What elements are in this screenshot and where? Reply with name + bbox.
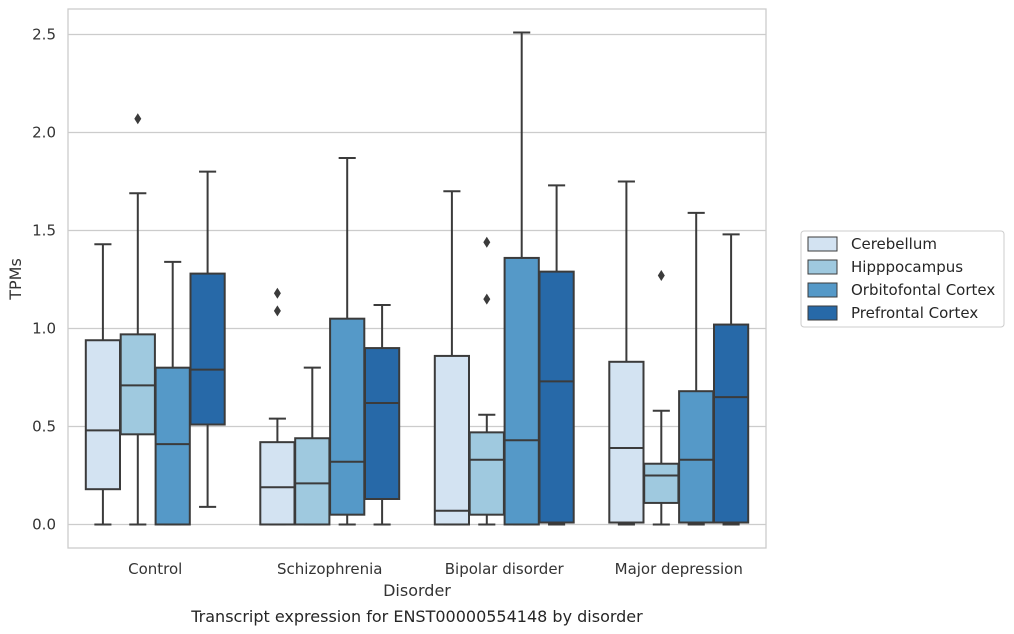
box: [84, 339, 122, 491]
box-hipppocampus: [294, 366, 331, 526]
y-tick-label: 2.5: [32, 25, 56, 43]
legend-swatch: [807, 305, 838, 321]
legend-label: Prefrontal Cortex: [851, 304, 978, 322]
box-prefrontal-cortex: [363, 303, 401, 526]
box: [468, 431, 505, 516]
outlier-point: [483, 236, 491, 248]
plot-frame: [67, 8, 767, 549]
legend-items: Cerebellum Hipppocampus Orbitofontal Corte…: [807, 235, 995, 322]
outlier-point: [273, 287, 281, 299]
box-orbitofontal-cortex: [503, 31, 540, 526]
x-tick-label: Schizophrenia: [277, 560, 382, 578]
box: [538, 270, 575, 524]
box: [329, 317, 366, 516]
box: [259, 441, 296, 526]
box: [294, 437, 331, 526]
box: [678, 390, 715, 524]
box-orbitofontal-cortex: [329, 156, 366, 526]
box-hipppocampus: [119, 113, 156, 526]
legend-label: Cerebellum: [851, 235, 937, 253]
legend-label: Orbitofontal Cortex: [851, 281, 995, 299]
x-tick-label: Bipolar disorder: [445, 560, 565, 578]
x-tick-label: Major depression: [615, 560, 743, 578]
box: [433, 354, 471, 526]
x-tick-label: Control: [128, 560, 182, 578]
legend-swatch: [807, 282, 838, 298]
box-orbitofontal-cortex: [678, 211, 715, 526]
box: [503, 256, 540, 526]
legend-label: Hipppocampus: [851, 258, 963, 276]
box-cerebellum: [259, 287, 296, 526]
box: [712, 323, 750, 524]
box-prefrontal-cortex: [712, 233, 750, 526]
box: [189, 272, 226, 426]
box-groups: [84, 31, 750, 526]
legend-swatch: [807, 236, 838, 252]
y-tick-label: 0.0: [32, 515, 56, 533]
box-prefrontal-cortex: [538, 184, 575, 526]
box-cerebellum: [433, 190, 471, 526]
box: [643, 462, 680, 504]
outlier-point: [657, 270, 665, 282]
y-tick-label: 0.5: [32, 417, 56, 435]
outlier-point: [134, 113, 142, 125]
box: [363, 347, 401, 500]
legend-frame: [800, 230, 1005, 328]
box: [608, 360, 645, 524]
box-orbitofontal-cortex: [154, 260, 191, 526]
legend: Cerebellum Hipppocampus Orbitofontal Corte…: [800, 230, 1005, 328]
box-cerebellum: [84, 243, 122, 526]
outlier-point: [483, 293, 491, 305]
x-tick-labels: Control Schizophrenia Bipolar disorder Majo…: [128, 560, 743, 578]
figure-caption: Transcript expression for ENST0000055414…: [190, 607, 643, 626]
box-prefrontal-cortex: [189, 170, 226, 508]
box-hipppocampus: [643, 270, 680, 526]
outlier-point: [273, 305, 281, 317]
box-hipppocampus: [468, 236, 505, 526]
y-tick-labels: 0.0 0.5 1.0 1.5 2.0 2.5: [32, 25, 56, 533]
y-tick-label: 1.0: [32, 319, 56, 337]
y-tick-label: 2.0: [32, 123, 56, 141]
legend-swatch: [807, 259, 838, 275]
y-axis-label: TPMs: [6, 258, 25, 301]
box: [154, 366, 191, 526]
y-tick-label: 1.5: [32, 221, 56, 239]
box-cerebellum: [608, 180, 645, 526]
x-axis-label: Disorder: [383, 581, 451, 600]
